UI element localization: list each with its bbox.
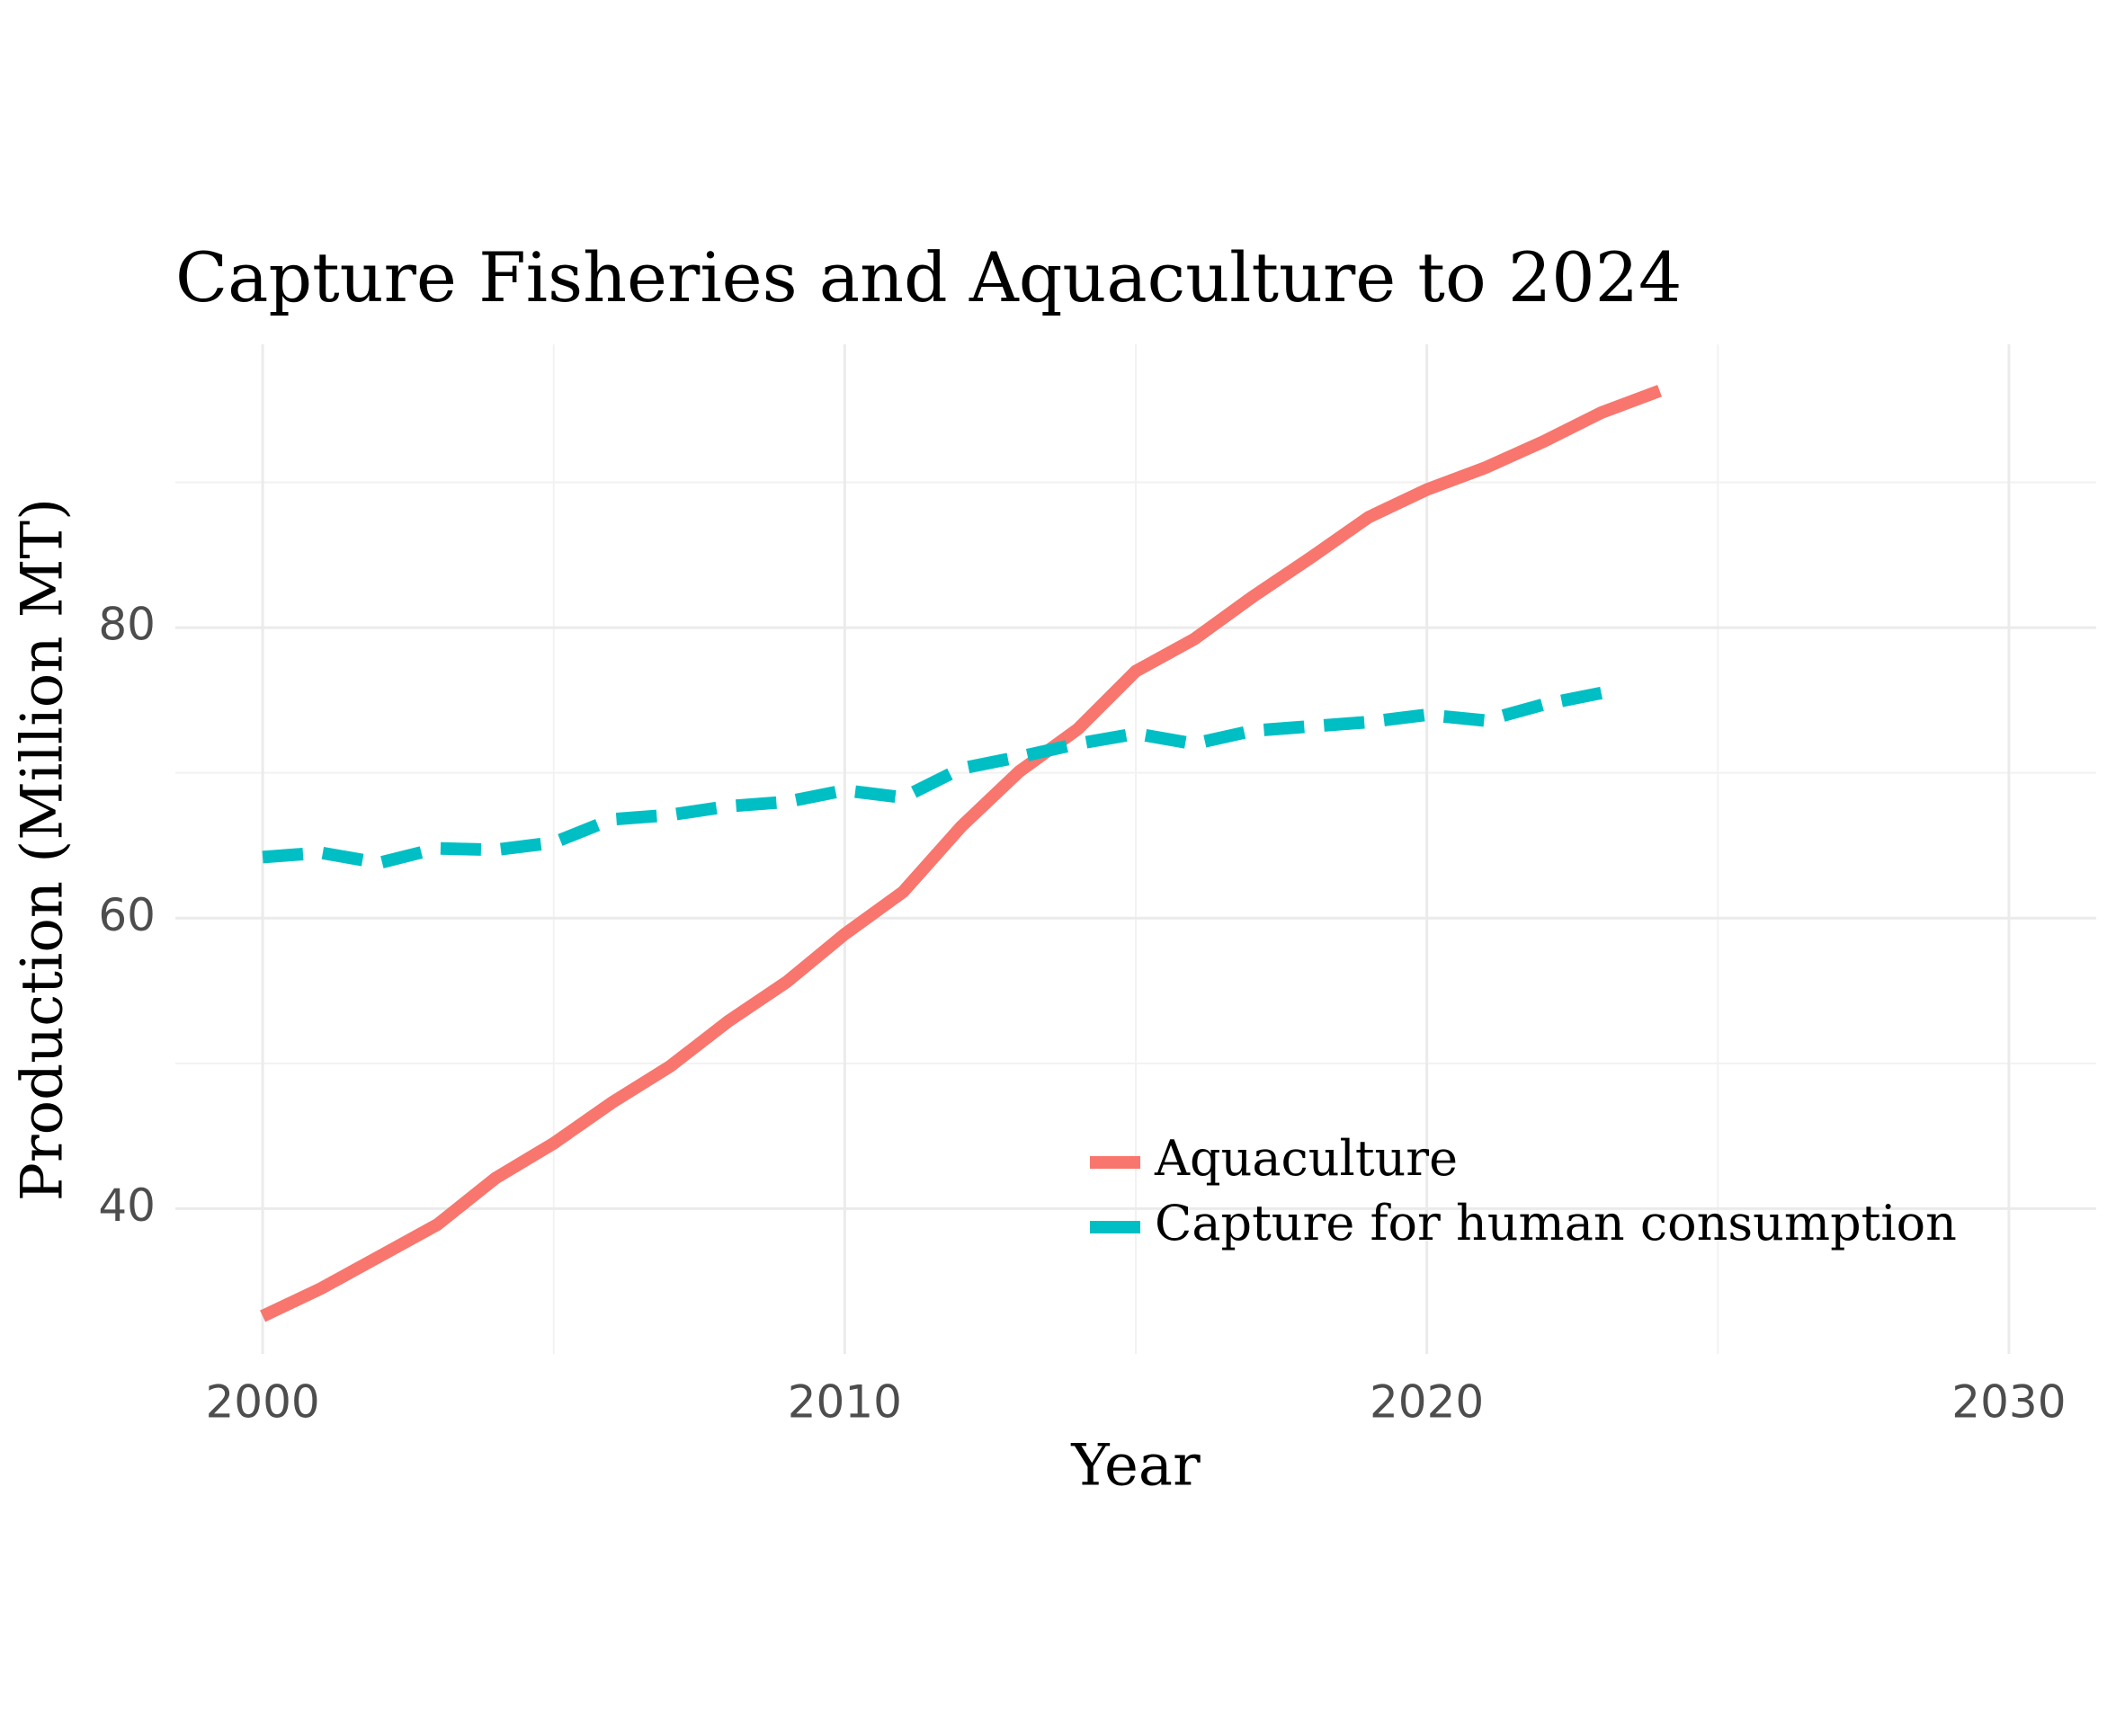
- legend-label: Aquaculture: [1154, 1130, 1458, 1187]
- line-series: [262, 686, 1603, 870]
- y-axis-title: Production (Million MT): [10, 498, 76, 1201]
- y-tick-label: 80: [98, 599, 156, 651]
- legend-label: Capture for human consumption: [1155, 1195, 1957, 1251]
- line-series: [260, 385, 1663, 1322]
- x-tick-label: 2030: [1951, 1376, 2066, 1429]
- x-tick-label: 2010: [788, 1376, 902, 1429]
- plot-area: [260, 385, 1663, 1322]
- x-tick-label: 2020: [1370, 1376, 1484, 1429]
- x-tick-label: 2000: [205, 1376, 319, 1429]
- y-tick-label: 60: [98, 889, 156, 941]
- x-axis-title: Year: [1070, 1433, 1201, 1500]
- legend: Aquaculture Capture for human consumption: [1090, 1130, 1957, 1251]
- y-tick-label: 40: [98, 1180, 156, 1232]
- chart-title: Capture Fisheries and Aquaculture to 202…: [175, 237, 1682, 317]
- grid: 2000 2010 2020 2030 40 60 80: [98, 344, 2096, 1429]
